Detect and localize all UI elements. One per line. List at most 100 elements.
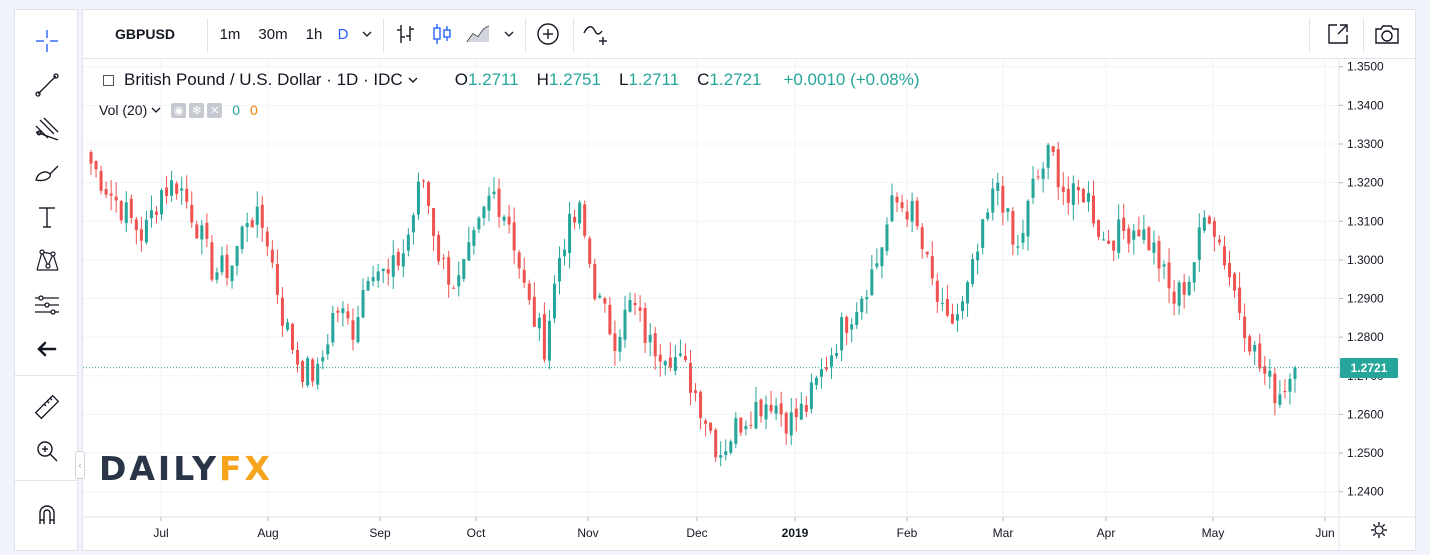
candle-body xyxy=(1187,281,1191,296)
candle-body xyxy=(316,363,320,385)
toolbar-divider xyxy=(383,18,384,52)
pitchfork-icon[interactable] xyxy=(29,112,65,146)
candle-body xyxy=(240,226,244,250)
candle-body xyxy=(1283,391,1287,393)
interval-1m-button[interactable]: 1m xyxy=(219,25,241,43)
fullscreen-icon[interactable] xyxy=(1321,10,1355,58)
interval-d-button[interactable]: D xyxy=(337,25,349,43)
candle-body xyxy=(109,193,113,196)
camera-icon[interactable] xyxy=(1369,10,1405,58)
chart-pane[interactable]: 1.3500 1.3400 1.3300 1.3200 1.3100 1.3000 1.29… xyxy=(75,59,1416,551)
eye-icon[interactable]: ◉ xyxy=(171,102,187,118)
candle-body xyxy=(296,349,300,365)
chevron-down-icon[interactable] xyxy=(499,10,519,58)
y-tick-label: 1.2900 xyxy=(1347,292,1384,306)
gear-icon[interactable] xyxy=(1371,522,1387,538)
candle-body xyxy=(129,198,133,218)
candle-body xyxy=(744,426,748,430)
symbol-search-button[interactable]: GBPUSD xyxy=(115,26,175,42)
candle-body xyxy=(865,297,869,300)
candle-body xyxy=(1097,220,1101,237)
candle-body xyxy=(1273,373,1277,404)
pattern-icon[interactable] xyxy=(29,244,65,278)
compare-icon[interactable] xyxy=(579,10,613,58)
legend-title[interactable]: British Pound / U.S. Dollar · 1D · IDC xyxy=(124,70,403,89)
candle-body xyxy=(361,289,365,318)
candle-body xyxy=(401,253,405,267)
symbol-legend[interactable]: British Pound / U.S. Dollar · 1D · IDC O… xyxy=(103,69,920,91)
measure-layout-icon[interactable] xyxy=(29,288,65,322)
ruler-icon[interactable] xyxy=(29,390,65,424)
bar-style-icon[interactable] xyxy=(391,10,421,58)
candle-body xyxy=(492,191,496,195)
candle-body xyxy=(411,215,415,233)
interval-1h-button[interactable]: 1h xyxy=(305,25,323,43)
candle-style-icon[interactable] xyxy=(427,10,457,58)
x-tick-label: Feb xyxy=(897,526,918,540)
y-tick-label: 1.2500 xyxy=(1347,446,1384,460)
candle-body xyxy=(381,268,385,272)
candle-body xyxy=(688,362,692,393)
candle-body xyxy=(870,269,874,296)
candle-body xyxy=(265,231,269,247)
candle-body xyxy=(477,217,481,230)
magnet-icon[interactable] xyxy=(29,497,65,531)
chevron-down-icon[interactable] xyxy=(407,75,419,85)
price-chart[interactable]: 1.3500 1.3400 1.3300 1.3200 1.3100 1.3000 1.29… xyxy=(83,59,1415,551)
candle-body xyxy=(950,314,954,324)
toolbar-divider xyxy=(15,480,77,481)
crosshair-icon[interactable] xyxy=(29,24,65,58)
candle-body xyxy=(1197,227,1201,260)
candle-body xyxy=(134,219,138,231)
candle-body xyxy=(724,451,728,456)
text-icon[interactable] xyxy=(29,200,65,234)
candle-body xyxy=(1278,394,1282,405)
candle-body xyxy=(749,424,753,426)
candle-body xyxy=(910,200,914,222)
candle-body xyxy=(1172,291,1176,304)
candle-body xyxy=(1288,378,1292,392)
candle-body xyxy=(920,227,924,250)
x-tick-label: Oct xyxy=(467,526,486,540)
chevron-left-icon[interactable]: ‹ xyxy=(75,451,85,479)
candle-body xyxy=(1243,316,1247,339)
candle-body xyxy=(1127,228,1131,244)
trendline-icon[interactable] xyxy=(29,68,65,102)
settings-icon[interactable]: ✻ xyxy=(189,102,205,118)
zoom-icon[interactable] xyxy=(29,434,65,468)
toolbar-divider xyxy=(15,375,77,376)
candle-body xyxy=(220,255,224,273)
candle-body xyxy=(421,180,425,182)
candle-body xyxy=(850,324,854,330)
candle-body xyxy=(981,219,985,248)
candle-body xyxy=(573,216,577,223)
open-label: O xyxy=(454,70,468,89)
candle-body xyxy=(658,354,662,362)
brush-icon[interactable] xyxy=(29,156,65,190)
candle-body xyxy=(1142,229,1146,240)
candle-body xyxy=(195,224,199,239)
candle-body xyxy=(175,183,179,194)
candle-body xyxy=(830,355,834,367)
legend-collapse-icon[interactable] xyxy=(103,74,114,86)
volume-legend[interactable]: Vol (20) ◉ ✻ ✕ 0 0 xyxy=(99,101,258,119)
candle-body xyxy=(1177,282,1181,306)
add-indicator-icon[interactable] xyxy=(531,10,565,58)
candle-body xyxy=(628,300,632,312)
chevron-down-icon[interactable] xyxy=(150,105,162,115)
candle-body xyxy=(114,196,118,201)
chevron-down-icon[interactable] xyxy=(357,10,377,58)
candle-body xyxy=(487,195,491,211)
candle-body xyxy=(814,377,818,386)
candle-body xyxy=(683,355,687,361)
area-style-icon[interactable] xyxy=(463,10,493,58)
candle-body xyxy=(1268,370,1272,377)
interval-30m-button[interactable]: 30m xyxy=(258,25,288,43)
back-arrow-icon[interactable] xyxy=(29,332,65,366)
candle-body xyxy=(1137,229,1141,237)
close-icon[interactable]: ✕ xyxy=(207,102,223,118)
candle-body xyxy=(537,317,541,329)
volume-label[interactable]: Vol (20) xyxy=(99,102,148,118)
candle-body xyxy=(925,251,929,255)
